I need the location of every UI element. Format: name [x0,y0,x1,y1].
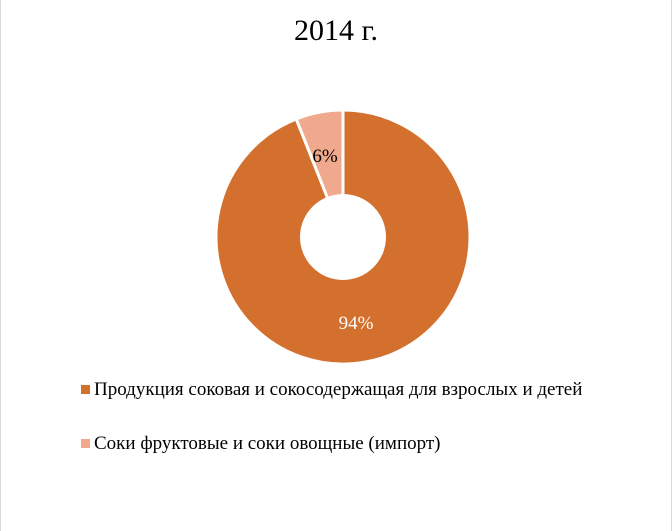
legend-item-series-2[interactable]: Соки фруктовые и соки овощные (импорт) [78,430,638,458]
legend-item-series-1[interactable]: Продукция соковая и сокосодержащая для в… [78,376,638,404]
legend-swatch-icon [81,439,90,448]
legend-label: Продукция соковая и сокосодержащая для в… [94,379,583,400]
donut-slice-1[interactable] [214,108,472,366]
legend: Продукция соковая и сокосодержащая для в… [78,376,638,458]
data-label-slice-1: 94% [339,313,374,334]
legend-swatch-icon [81,385,90,394]
data-label-slice-2: 6% [312,146,338,167]
legend-label: Соки фруктовые и соки овощные (импорт) [94,433,441,454]
donut-hole [300,194,386,280]
chart-title: 2014 г. [294,14,378,47]
